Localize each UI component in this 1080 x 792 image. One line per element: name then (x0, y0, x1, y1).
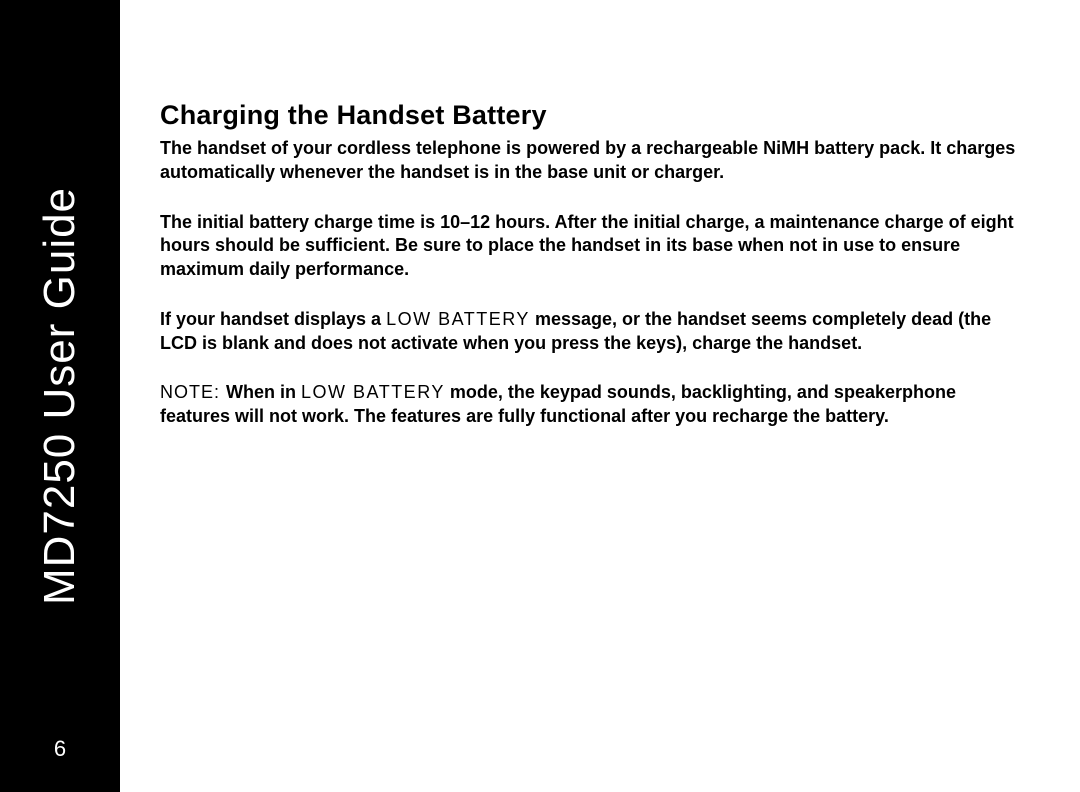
low-battery-label: LOW BATTERY (386, 309, 530, 329)
paragraph-intro: The handset of your cordless telephone i… (160, 137, 1030, 185)
content-area: Charging the Handset Battery The handset… (160, 100, 1030, 455)
guide-title: MD7250 User Guide (35, 187, 85, 605)
p3-text-a: If your handset displays a (160, 309, 386, 329)
p4-text-a: When in (226, 382, 301, 402)
paragraph-note: NOTE: When in LOW BATTERY mode, the keyp… (160, 381, 1030, 429)
section-heading: Charging the Handset Battery (160, 100, 1030, 131)
low-battery-label-2: LOW BATTERY (301, 382, 445, 402)
page-number: 6 (0, 736, 120, 762)
paragraph-low-battery: If your handset displays a LOW BATTERY m… (160, 308, 1030, 356)
note-label: NOTE: (160, 382, 226, 402)
page: MD7250 User Guide 6 Charging the Handset… (0, 0, 1080, 792)
paragraph-charge-time: The initial battery charge time is 10–12… (160, 211, 1030, 282)
sidebar: MD7250 User Guide 6 (0, 0, 120, 792)
